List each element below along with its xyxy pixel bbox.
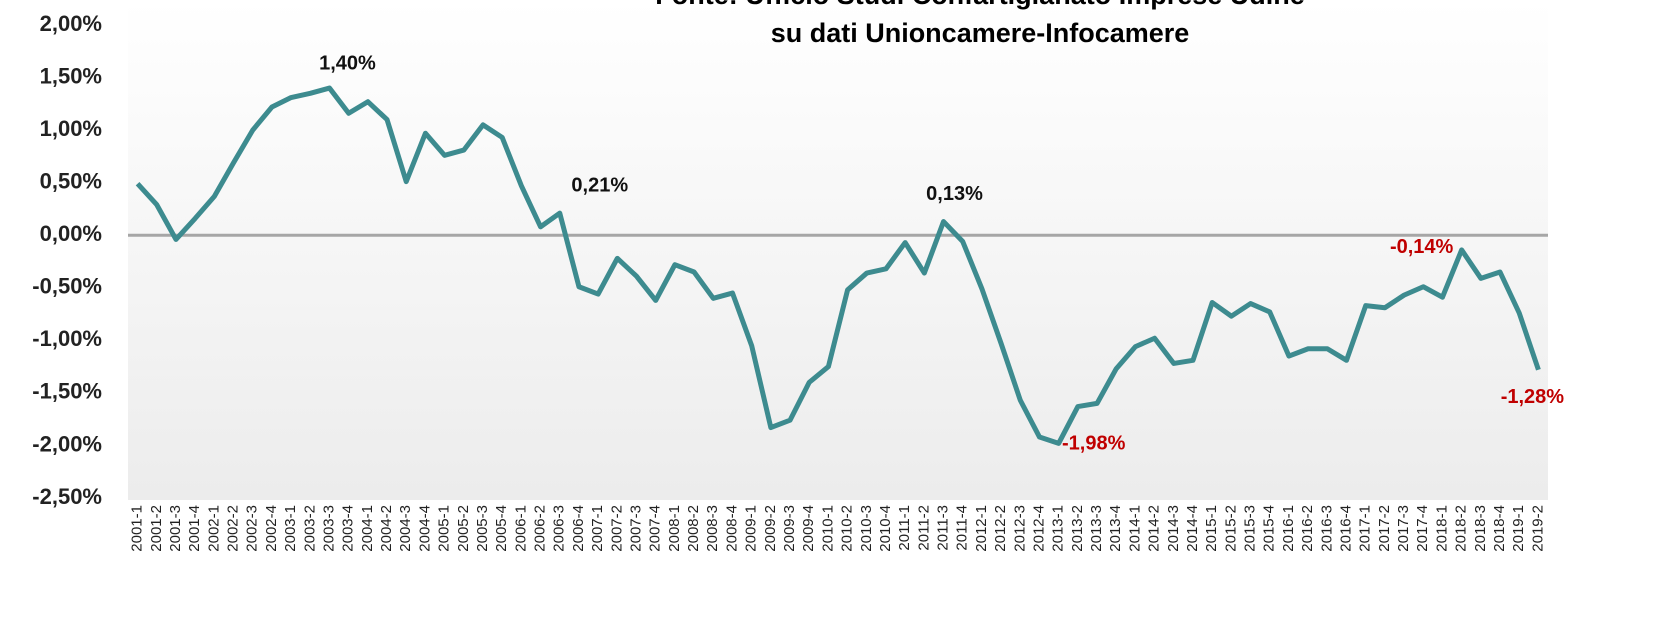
- x-tick-label: 2004-2: [378, 505, 395, 552]
- x-tick-label: 2008-2: [685, 505, 702, 552]
- x-tick-label: 2009-2: [762, 505, 779, 552]
- x-tick-label: 2008-3: [704, 505, 721, 552]
- x-tick-label: 2012-3: [1011, 505, 1028, 552]
- x-tick-label: 2015-2: [1222, 505, 1239, 552]
- x-tick-label: 2018-2: [1453, 505, 1470, 552]
- x-tick-label: 2007-4: [647, 505, 664, 552]
- x-tick-label: 2003-4: [340, 505, 357, 552]
- y-tick-label: 1,00%: [40, 116, 102, 141]
- x-tick-label: 2008-4: [723, 505, 740, 552]
- chart-title: Fonte: Ufficio Studi Confartigianato Imp…: [655, 0, 1305, 10]
- x-tick-label: 2006-2: [532, 505, 549, 552]
- x-tick-label: 2007-1: [589, 505, 606, 552]
- x-tick-label: 2012-4: [1030, 505, 1047, 552]
- x-tick-label: 2011-4: [954, 505, 971, 551]
- x-tick-label: 2006-1: [512, 505, 529, 552]
- x-tick-label: 2011-2: [915, 505, 932, 551]
- x-tick-label: 2005-4: [493, 505, 510, 552]
- data-line: [135, 85, 1541, 446]
- x-tick-label: 2014-2: [1146, 505, 1163, 552]
- x-tick-label: 2004-1: [359, 505, 376, 552]
- x-tick-label: 2010-1: [819, 505, 836, 552]
- x-tick-label: 2012-2: [992, 505, 1009, 552]
- x-tick-label: 2014-4: [1184, 505, 1201, 552]
- x-tick-label: 2016-2: [1299, 505, 1316, 552]
- x-tick-label: 2002-1: [205, 505, 222, 552]
- x-tick-label: 2011-3: [935, 505, 952, 551]
- data-label: 0,21%: [571, 174, 628, 196]
- x-tick-label: 2004-3: [397, 505, 414, 552]
- x-tick-label: 2009-4: [800, 505, 817, 552]
- x-tick-label: 2003-2: [301, 505, 318, 552]
- x-tick-label: 2018-3: [1472, 505, 1489, 552]
- x-tick-label: 2001-3: [167, 505, 184, 552]
- x-tick-label: 2005-1: [436, 505, 453, 552]
- x-tick-label: 2017-4: [1414, 505, 1431, 552]
- x-tick-label: 2009-1: [743, 505, 760, 552]
- plot-background: [128, 0, 1548, 500]
- y-tick-label: -1,50%: [32, 379, 102, 404]
- x-tick-label: 2002-3: [244, 505, 261, 552]
- data-label: -0,14%: [1390, 236, 1454, 258]
- x-tick-label: 2010-3: [858, 505, 875, 552]
- x-tick-label: 2007-3: [627, 505, 644, 552]
- x-tick-label: 2013-4: [1107, 505, 1124, 552]
- y-tick-label: -1,00%: [32, 326, 102, 351]
- x-tick-label: 2002-2: [225, 505, 242, 552]
- x-tick-label: 2014-1: [1126, 505, 1143, 552]
- x-tick-label: 2015-1: [1203, 505, 1220, 552]
- x-tick-label: 2005-2: [455, 505, 472, 552]
- y-tick-label: 1,50%: [40, 63, 102, 88]
- x-tick-label: 2018-1: [1433, 505, 1450, 552]
- x-tick-label: 2010-2: [839, 505, 856, 552]
- y-tick-label: 0,50%: [40, 168, 102, 193]
- x-tick-label: 2019-1: [1510, 505, 1527, 552]
- data-label: -1,28%: [1501, 386, 1565, 408]
- x-tick-label: 2001-1: [129, 505, 146, 552]
- x-tick-label: 2015-3: [1242, 505, 1259, 552]
- x-tick-label: 2012-1: [973, 505, 990, 552]
- x-tick-label: 2006-3: [551, 505, 568, 552]
- x-tick-label: 2010-4: [877, 505, 894, 552]
- y-tick-label: -2,50%: [32, 484, 102, 509]
- y-tick-label: -0,50%: [32, 274, 102, 299]
- x-tick-label: 2015-4: [1261, 505, 1278, 552]
- x-tick-label: 2018-4: [1491, 505, 1508, 552]
- x-tick-label: 2011-1: [896, 505, 913, 551]
- y-tick-label: 2,00%: [40, 11, 102, 36]
- x-tick-label: 2004-4: [416, 505, 433, 552]
- data-label: 0,13%: [926, 183, 983, 205]
- x-tick-label: 2002-4: [263, 505, 280, 552]
- chart-subtitle: su dati Unioncamere-Infocamere: [771, 18, 1190, 48]
- x-tick-label: 2014-3: [1165, 505, 1182, 552]
- x-tick-label: 2007-2: [608, 505, 625, 552]
- x-tick-label: 2019-2: [1529, 505, 1546, 552]
- x-tick-label: 2009-3: [781, 505, 798, 552]
- x-tick-label: 2001-4: [186, 505, 203, 552]
- x-tick-label: 2013-2: [1069, 505, 1086, 552]
- x-tick-label: 2017-1: [1357, 505, 1374, 552]
- x-tick-label: 2016-3: [1318, 505, 1335, 552]
- x-tick-label: 2003-1: [282, 505, 299, 552]
- x-tick-label: 2017-3: [1395, 505, 1412, 552]
- x-tick-label: 2013-1: [1050, 505, 1067, 552]
- x-tick-label: 2013-3: [1088, 505, 1105, 552]
- data-label: 1,40%: [319, 52, 376, 74]
- x-tick-label: 2005-3: [474, 505, 491, 552]
- x-tick-label: 2008-1: [666, 505, 683, 552]
- x-tick-label: 2017-2: [1376, 505, 1393, 552]
- x-tick-label: 2016-1: [1280, 505, 1297, 552]
- y-tick-label: 0,00%: [40, 221, 102, 246]
- x-tick-label: 2006-4: [570, 505, 587, 552]
- x-tick-label: 2003-3: [320, 505, 337, 552]
- data-label: -1,98%: [1062, 433, 1126, 455]
- x-tick-label: 2001-2: [148, 505, 165, 552]
- y-tick-label: -2,00%: [32, 431, 102, 456]
- x-tick-label: 2016-4: [1337, 505, 1354, 552]
